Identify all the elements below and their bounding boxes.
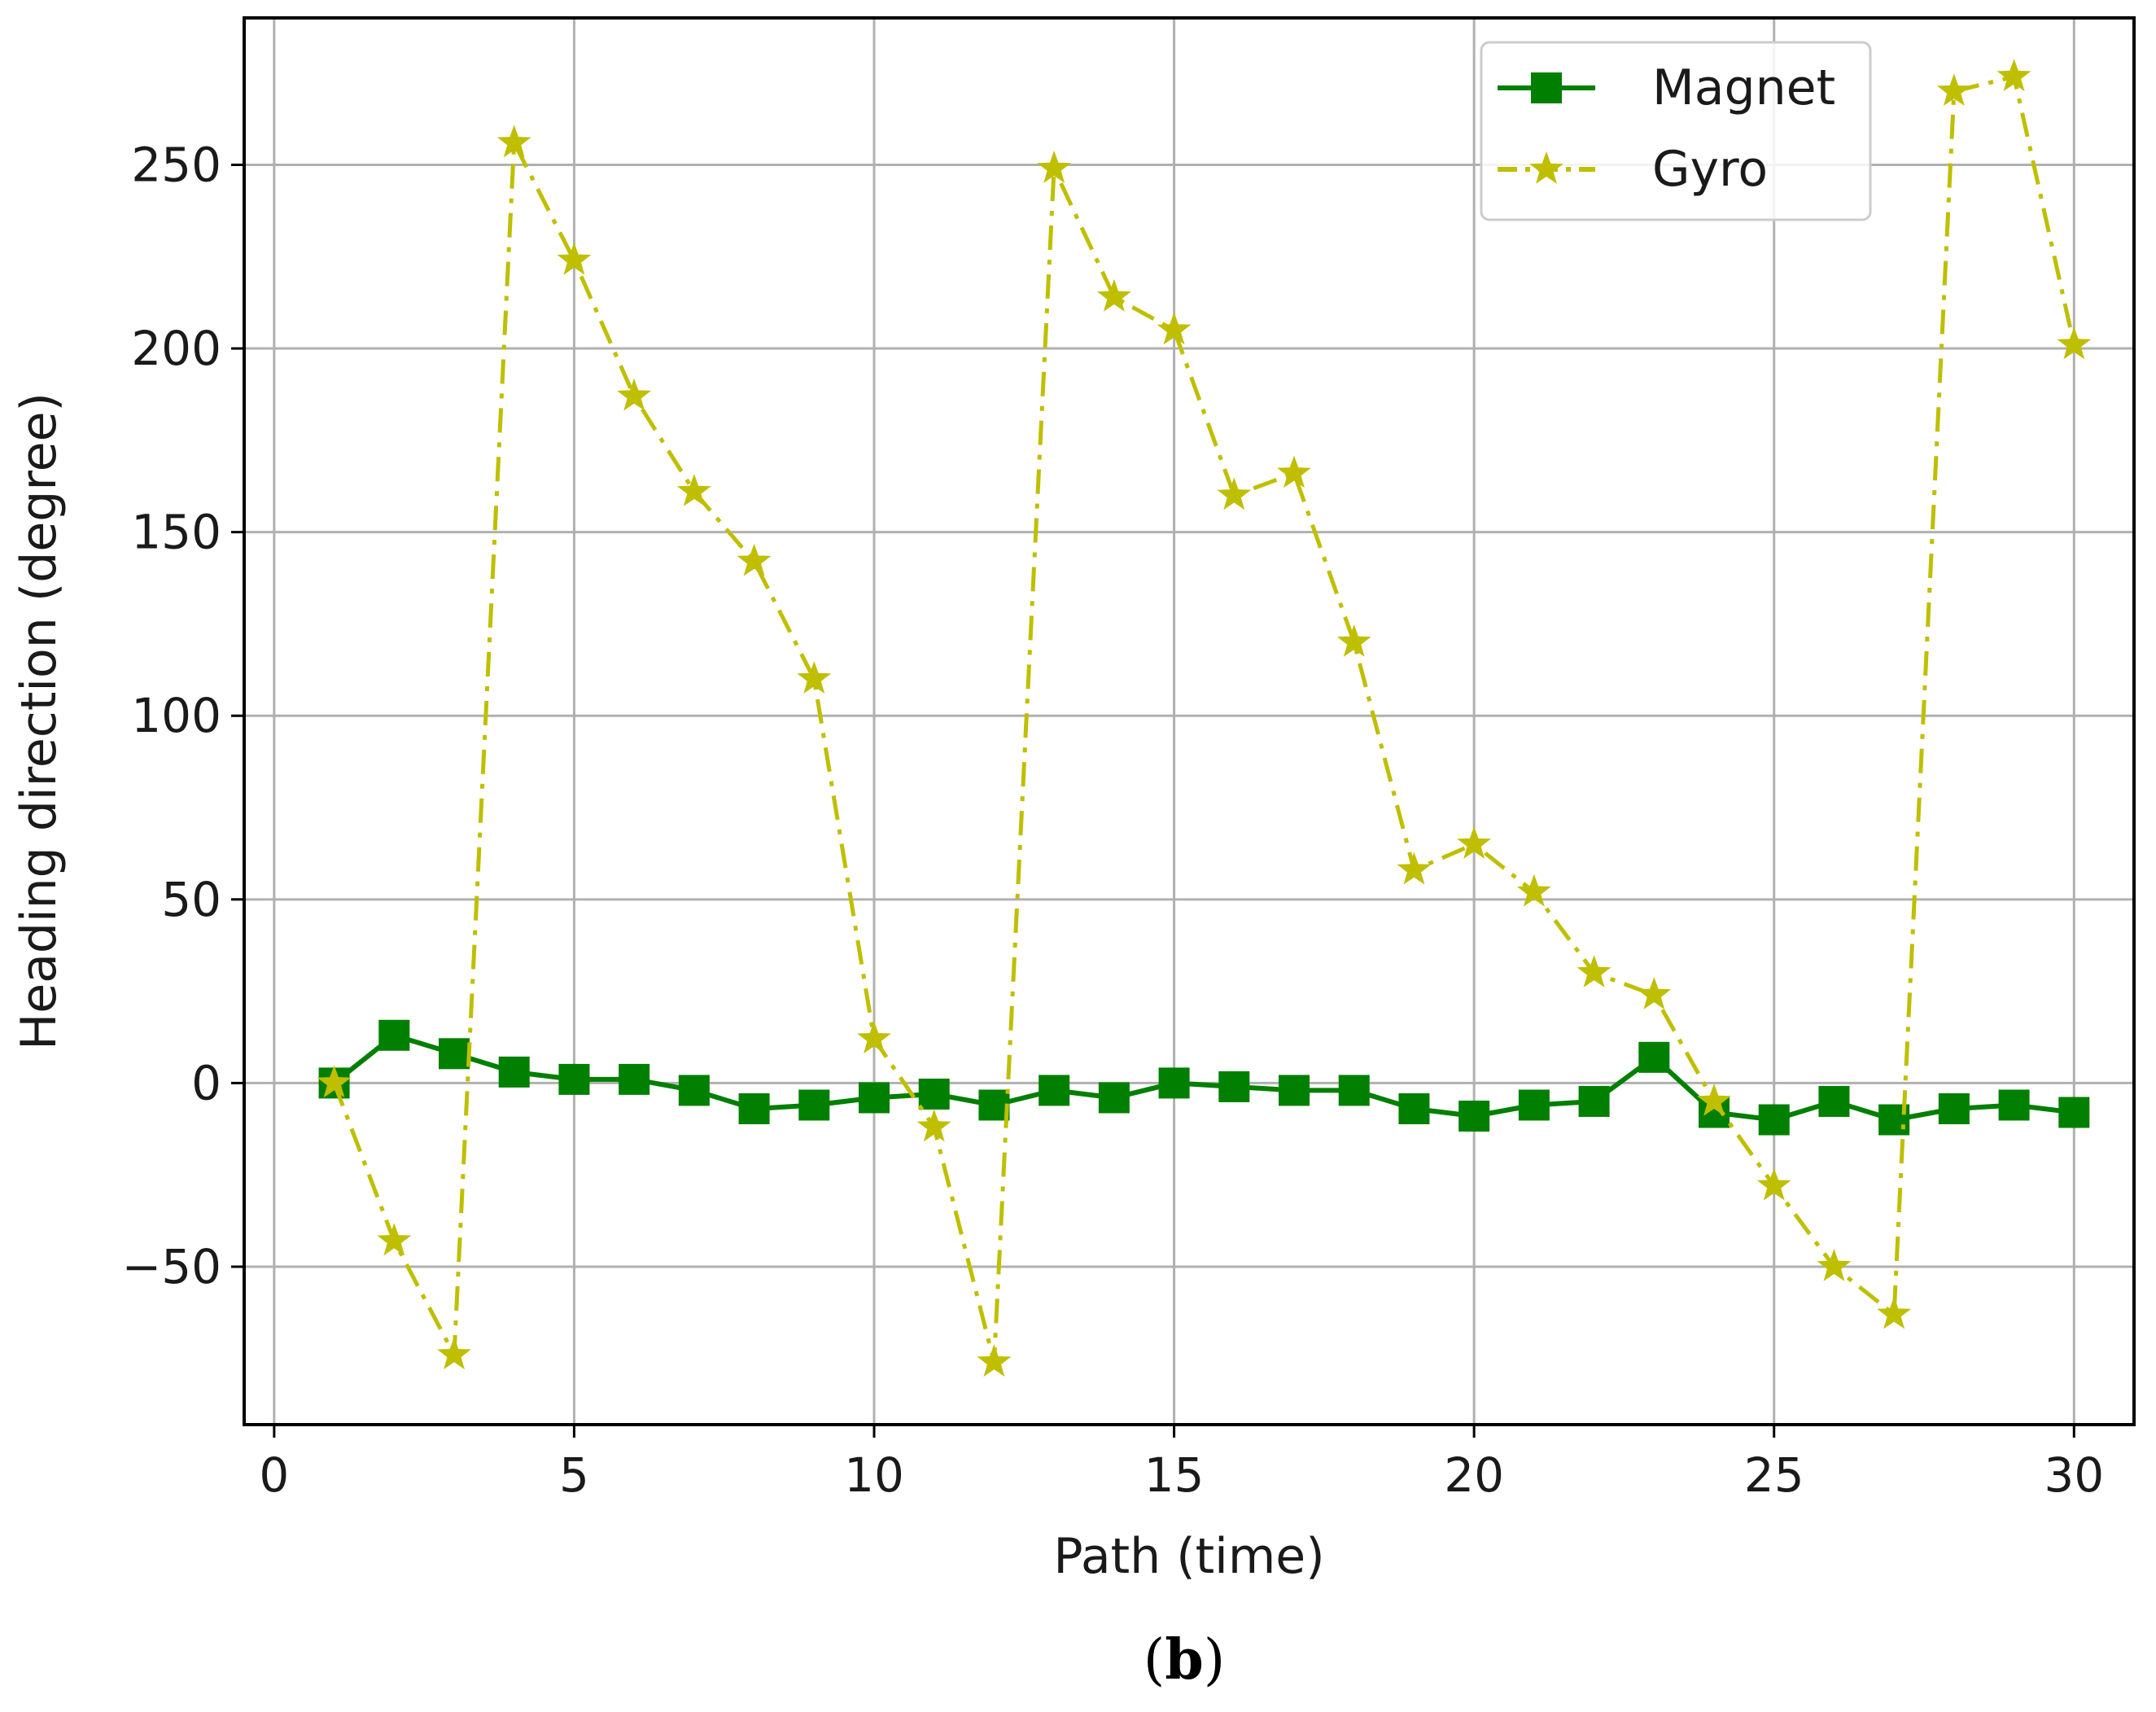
y-tick-label: 200 <box>131 321 221 376</box>
data-point-magnet <box>1578 1085 1610 1117</box>
x-tick-label: 30 <box>2044 1447 2104 1503</box>
caption-label: b <box>1165 1627 1204 1692</box>
data-point-gyro <box>1336 624 1371 657</box>
legend-label-gyro: Gyro <box>1652 141 1768 198</box>
data-point-gyro <box>557 242 592 275</box>
data-point-gyro <box>1637 977 1672 1009</box>
data-point-magnet <box>1638 1041 1670 1073</box>
series-magnet <box>318 1019 2090 1136</box>
data-point-gyro <box>1697 1084 1731 1116</box>
data-point-magnet <box>378 1019 410 1051</box>
data-point-gyro <box>1996 59 2031 91</box>
y-axis-label: Heading direction (degree) <box>11 392 68 1050</box>
data-point-gyro <box>2057 326 2092 360</box>
data-point-magnet <box>1218 1071 1250 1102</box>
data-point-gyro <box>1096 278 1131 312</box>
data-point-gyro <box>496 125 531 158</box>
data-point-magnet <box>1518 1089 1550 1121</box>
x-tick-label: 20 <box>1444 1447 1504 1503</box>
data-point-gyro <box>317 1065 352 1098</box>
data-point-gyro <box>1516 874 1551 907</box>
data-point-magnet <box>558 1063 590 1095</box>
data-point-gyro <box>1577 955 1612 987</box>
y-tick-label: 100 <box>131 688 221 743</box>
data-point-magnet <box>498 1056 530 1088</box>
y-tick-label: 250 <box>131 137 221 192</box>
data-point-magnet <box>439 1038 470 1070</box>
data-point-magnet <box>1818 1085 1850 1117</box>
y-tick-label: 50 <box>161 872 221 927</box>
data-point-gyro <box>977 1344 1012 1377</box>
data-point-magnet <box>1458 1101 1490 1132</box>
ticks: 0 5 10 15 20 25 30 −50 0 50 100 150 200 250 <box>122 137 2105 1503</box>
data-point-magnet <box>1039 1075 1070 1106</box>
data-point-magnet <box>798 1089 830 1121</box>
legend: Magnet Gyro <box>1480 41 1872 221</box>
legend-marker-magnet <box>1531 72 1562 103</box>
x-tick-label: 0 <box>259 1447 289 1503</box>
y-tick-label: 150 <box>131 505 221 560</box>
data-point-gyro <box>1397 852 1432 885</box>
data-point-magnet <box>1338 1075 1370 1106</box>
data-point-magnet <box>1998 1089 2030 1121</box>
data-point-gyro <box>617 378 652 411</box>
data-point-gyro <box>916 1109 951 1142</box>
grid <box>244 18 2134 1425</box>
data-point-gyro <box>1936 73 1971 106</box>
x-tick-label: 10 <box>844 1447 904 1503</box>
data-point-magnet <box>1098 1082 1130 1114</box>
data-point-gyro <box>1877 1296 1912 1329</box>
data-point-magnet <box>619 1063 650 1095</box>
x-tick-label: 5 <box>559 1447 589 1503</box>
caption-open-paren: ( <box>1144 1628 1165 1692</box>
y-tick-label: −50 <box>122 1239 221 1294</box>
y-tick-label: 0 <box>191 1055 221 1110</box>
data-point-magnet <box>1938 1092 1970 1124</box>
data-point-magnet <box>2058 1097 2090 1128</box>
data-point-magnet <box>1158 1067 1190 1099</box>
data-point-gyro <box>676 474 711 506</box>
x-tick-label: 15 <box>1144 1447 1205 1503</box>
data-point-magnet <box>738 1092 770 1124</box>
figure-caption: (b) <box>1144 1627 1226 1692</box>
data-point-gyro <box>1756 1167 1791 1201</box>
data-point-gyro <box>1277 455 1311 488</box>
x-axis-label: Path (time) <box>1053 1528 1324 1585</box>
data-point-magnet <box>1758 1104 1790 1136</box>
data-point-magnet <box>678 1075 710 1106</box>
data-point-magnet <box>1279 1075 1310 1106</box>
legend-label-magnet: Magnet <box>1652 59 1835 116</box>
data-point-magnet <box>859 1082 890 1114</box>
data-point-gyro <box>437 1337 471 1370</box>
data-point-gyro <box>1817 1249 1852 1281</box>
data-point-gyro <box>857 1021 891 1054</box>
series-layer <box>317 59 2092 1377</box>
series-line-gyro <box>332 74 2076 1364</box>
data-point-gyro <box>1457 826 1492 859</box>
data-point-gyro <box>737 543 772 576</box>
data-point-magnet <box>918 1078 950 1110</box>
series-gyro <box>317 59 2092 1377</box>
data-point-magnet <box>978 1089 1010 1121</box>
data-point-gyro <box>797 661 832 694</box>
x-tick-label: 25 <box>1744 1447 1804 1503</box>
data-point-gyro <box>377 1223 412 1256</box>
data-point-magnet <box>1398 1092 1430 1124</box>
data-point-gyro <box>1217 477 1252 510</box>
data-point-gyro <box>1037 151 1072 183</box>
legend-marker-gyro <box>1529 151 1563 184</box>
series-line-magnet <box>332 1032 2075 1123</box>
data-point-gyro <box>1157 312 1192 345</box>
caption-close-paren: ) <box>1204 1628 1226 1692</box>
plot-frame <box>243 16 2136 1426</box>
